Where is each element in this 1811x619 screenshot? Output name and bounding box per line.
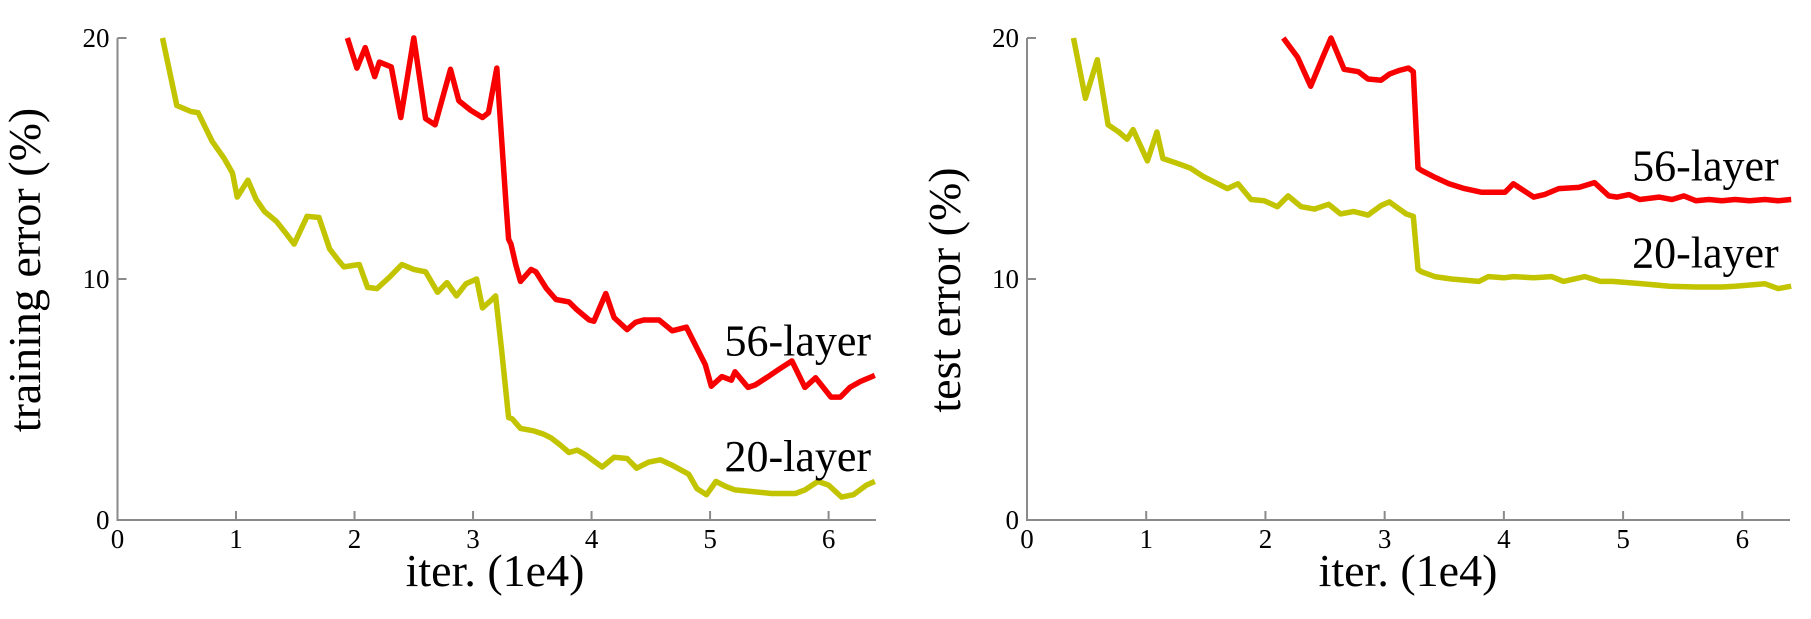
y-tick-label: 20 — [992, 23, 1019, 53]
y-tick-label: 10 — [992, 264, 1019, 294]
test-annotation-56-layer: 56-layer — [1632, 142, 1779, 191]
training-annotation-20-layer: 20-layer — [725, 432, 872, 481]
x-tick-label: 4 — [585, 524, 599, 554]
x-tick-label: 6 — [1736, 524, 1750, 554]
series-line-20-layer — [159, 37, 876, 500]
training-error-chart: 0 1 2 3 4 5 6 0 10 20 training error (%) iter. (1… — [0, 23, 876, 596]
x-tick-label: 6 — [822, 524, 836, 554]
axis-lines — [1026, 38, 1790, 521]
test-x-axis-label: iter. (1e4) — [1319, 545, 1498, 596]
training-x-axis-label: iter. (1e4) — [406, 545, 585, 596]
series-line-56-layer — [1281, 35, 1792, 204]
y-tick-label: 0 — [96, 505, 110, 535]
x-tick-label: 3 — [466, 524, 480, 554]
series-line-56-layer — [344, 35, 876, 400]
x-tick-label: 4 — [1497, 524, 1511, 554]
y-tick-label: 20 — [83, 23, 110, 53]
training-axes: 0 1 2 3 4 5 6 0 10 20 — [83, 23, 876, 554]
test-series — [1070, 35, 1792, 292]
x-tick-label: 5 — [1616, 524, 1630, 554]
x-tick-label: 2 — [1259, 524, 1273, 554]
x-tick-label: 0 — [111, 524, 125, 554]
training-series — [159, 35, 876, 500]
test-y-axis-label: test error (%) — [919, 167, 970, 412]
y-tick-label: 0 — [1006, 505, 1020, 535]
x-tick-label: 0 — [1020, 524, 1034, 554]
training-annotation-56-layer: 56-layer — [725, 317, 872, 366]
y-tick-label: 10 — [83, 264, 110, 294]
x-tick-label: 1 — [229, 524, 243, 554]
x-tick-label: 3 — [1378, 524, 1392, 554]
x-tick-label: 1 — [1139, 524, 1153, 554]
training-y-axis-label: training error (%) — [0, 108, 50, 432]
series-line-20-layer — [1070, 37, 1792, 292]
x-tick-label: 5 — [703, 524, 717, 554]
x-tick-label: 2 — [348, 524, 362, 554]
test-annotation-20-layer: 20-layer — [1632, 229, 1779, 278]
test-axes: 0 1 2 3 4 5 6 0 10 20 — [992, 23, 1790, 554]
